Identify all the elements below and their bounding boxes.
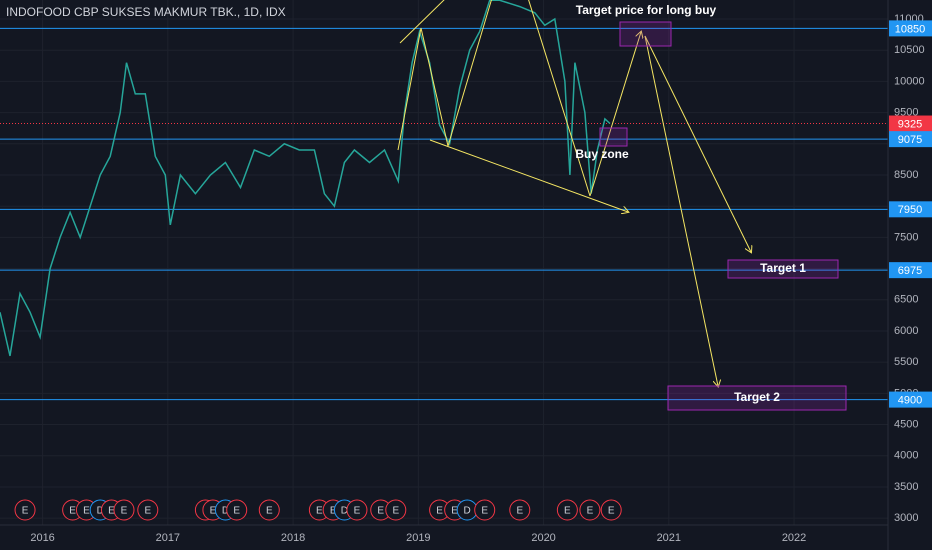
zones: [599, 21, 847, 411]
target-2-zone: [667, 385, 847, 411]
grid: [0, 0, 888, 525]
x-tick-label: 2020: [531, 532, 555, 544]
price-tag-label: 7950: [898, 204, 922, 216]
event-label: E: [69, 506, 76, 517]
event-label: D: [464, 506, 471, 517]
event-label: E: [516, 506, 523, 517]
event-label: E: [354, 506, 361, 517]
event-label: E: [233, 506, 240, 517]
arrow: [644, 35, 751, 252]
x-tick-label: 2017: [156, 532, 180, 544]
target-zone: [619, 21, 672, 47]
y-tick-label: 8500: [894, 169, 918, 181]
drawings: [397, 0, 751, 386]
price-tags: 10850 9325 9075 7950 6975 4900: [889, 20, 932, 408]
x-tick-label: 2018: [281, 532, 305, 544]
x-tick-label: 2022: [782, 532, 806, 544]
series: [0, 0, 611, 357]
event-marker: [346, 499, 368, 521]
trend-line: [397, 27, 422, 151]
x-tick-label: 2016: [30, 532, 54, 544]
event-label: E: [22, 506, 29, 517]
y-tick-label: 10000: [894, 75, 925, 87]
arrow: [589, 32, 641, 197]
x-tick-label: 2019: [406, 532, 430, 544]
price-tag-label: 6975: [898, 265, 922, 277]
annotation: Target price for long buy: [576, 3, 717, 17]
event-marker: [385, 499, 407, 521]
price-tag-label: 4900: [898, 395, 922, 407]
event-marker: [579, 499, 601, 521]
annotation: Buy zone: [575, 147, 629, 161]
event-label: E: [144, 506, 151, 517]
x-tick-label: 2021: [657, 532, 681, 544]
price-tag-label: 10850: [895, 23, 926, 35]
price-tag: [889, 201, 932, 218]
y-tick-label: 6500: [894, 294, 918, 306]
trend-line: [399, 0, 445, 44]
event-marker: [137, 499, 159, 521]
price-tag-label: 9075: [898, 134, 922, 146]
event-label: D: [341, 506, 348, 517]
event-label: E: [210, 506, 217, 517]
event-marker: [600, 499, 622, 521]
y-tick-label: 6000: [894, 325, 918, 337]
y-tick-label: 9500: [894, 107, 918, 119]
price-tag: [889, 391, 932, 408]
event-label: E: [564, 506, 571, 517]
event-label: E: [608, 506, 615, 517]
event-label: E: [481, 506, 488, 517]
event-label: E: [377, 506, 384, 517]
chart-title: INDOFOOD CBP SUKSES MAKMUR TBK., 1D, IDX: [6, 5, 286, 19]
y-tick-label: 10500: [894, 44, 925, 56]
price-line: [0, 0, 611, 357]
trend-line: [420, 27, 449, 147]
events: EEEDEEEEEDEEEEDEEEEEDEEEEE: [14, 499, 622, 521]
price-tag: [889, 131, 932, 148]
event-marker: [258, 499, 280, 521]
target-1-zone: [727, 259, 839, 279]
price-tag-label: 9325: [898, 118, 922, 130]
event-label: E: [316, 506, 323, 517]
buy-zone: [599, 127, 628, 147]
event-label: E: [108, 506, 115, 517]
event-marker: [474, 499, 496, 521]
y-tick-label: 4500: [894, 418, 918, 430]
annotation: Target 1: [760, 261, 806, 275]
arrow: [429, 139, 628, 212]
event-marker: [556, 499, 578, 521]
event-label: E: [436, 506, 443, 517]
annotation: Target 2: [734, 390, 780, 404]
trend-line: [447, 0, 492, 147]
event-label: E: [392, 506, 399, 517]
y-tick-label: 5500: [894, 356, 918, 368]
event-marker: [14, 499, 36, 521]
event-label: E: [83, 506, 90, 517]
y-tick-label: 3000: [894, 512, 918, 524]
event-label: E: [451, 506, 458, 517]
event-label: D: [222, 506, 229, 517]
y-tick-label: 3500: [894, 481, 918, 493]
levels: [0, 27, 888, 401]
arrow: [644, 35, 718, 386]
event-label: E: [121, 506, 128, 517]
price-tag: [889, 115, 932, 132]
event-label: D: [97, 506, 104, 517]
event-label: E: [330, 506, 337, 517]
event-marker: [226, 499, 248, 521]
y-tick-label: 7500: [894, 231, 918, 243]
event-marker: [509, 499, 531, 521]
event-marker: [113, 499, 135, 521]
event-label: E: [266, 506, 273, 517]
trend-line: [528, 0, 591, 197]
y-tick-label: 4000: [894, 450, 918, 462]
price-tag: [889, 20, 932, 37]
event-label: E: [587, 506, 594, 517]
price-tag: [889, 262, 932, 279]
